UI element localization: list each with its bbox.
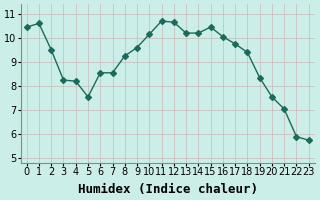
X-axis label: Humidex (Indice chaleur): Humidex (Indice chaleur) [78, 183, 258, 196]
